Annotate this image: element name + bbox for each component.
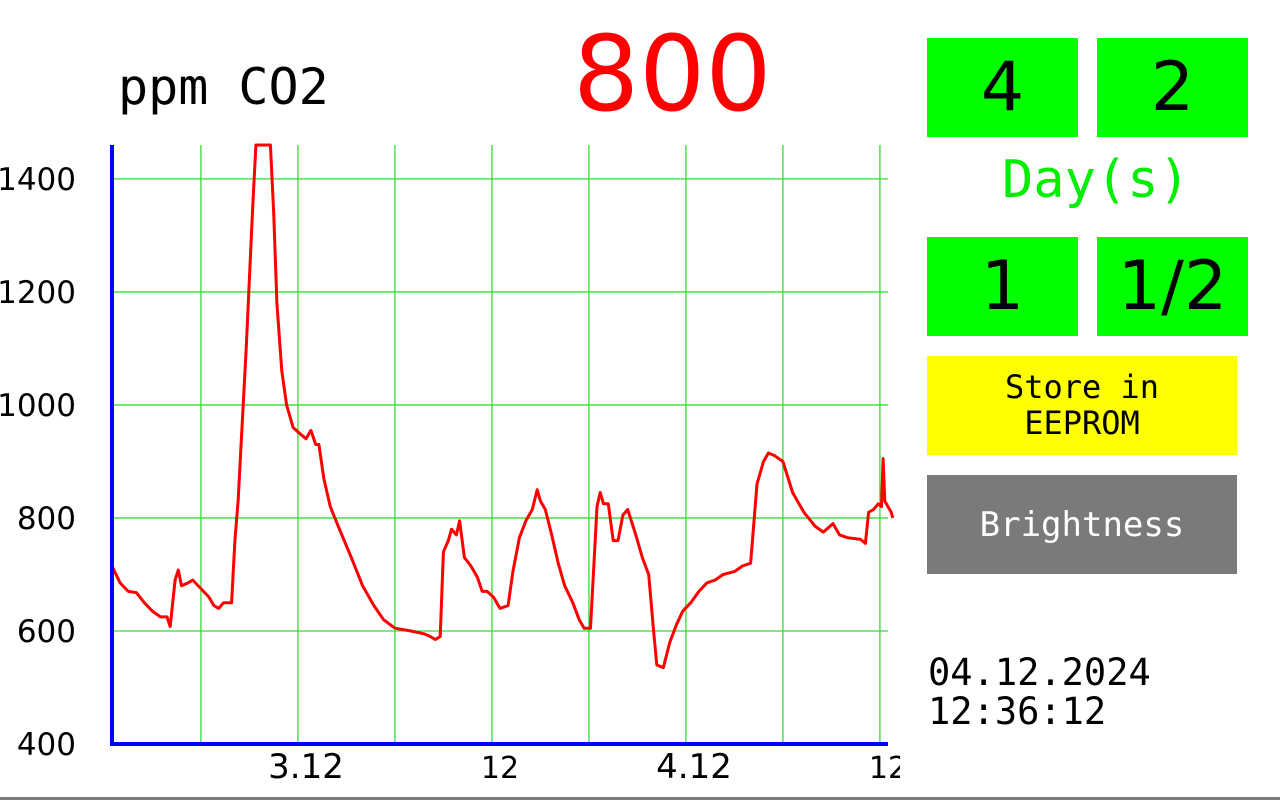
y-tick-label: 800 — [17, 501, 76, 537]
y-tick-label: 1400 — [0, 162, 76, 198]
chart-axes — [110, 145, 888, 746]
datetime-display: 04.12.2024 12:36:12 — [928, 651, 1151, 733]
co2-chart: 400 600 800 1000 1200 1400 3.12 12 4.12 12 — [0, 143, 900, 787]
days-label: Day(s) — [1002, 150, 1190, 210]
range-2-button[interactable]: 2 — [1097, 38, 1248, 137]
store-eeprom-button[interactable]: Store in EEPROM — [927, 356, 1237, 455]
store-label-line2: EEPROM — [1024, 403, 1140, 442]
range-half-button[interactable]: 1/2 — [1097, 237, 1248, 336]
chart-series — [110, 143, 895, 670]
x-tick-label: 12 — [869, 751, 900, 786]
bottom-divider — [0, 797, 1280, 800]
y-tick-label: 400 — [17, 727, 76, 763]
chart-tick-labels: 400 600 800 1000 1200 1400 3.12 12 4.12 12 — [0, 162, 900, 787]
range-4-button[interactable]: 4 — [927, 38, 1078, 137]
store-label-line1: Store in — [1004, 368, 1160, 407]
x-tick-label: 4.12 — [656, 747, 732, 787]
co2-series-line — [110, 143, 895, 670]
y-tick-label: 600 — [17, 614, 76, 650]
y-tick-label: 1200 — [0, 275, 76, 311]
time-text: 12:36:12 — [928, 689, 1107, 733]
x-tick-label: 3.12 — [268, 747, 344, 787]
brightness-button[interactable]: Brightness — [927, 475, 1237, 574]
unit-label: ppm CO2 — [118, 58, 329, 116]
date-text: 04.12.2024 — [928, 651, 1151, 694]
range-1-button[interactable]: 1 — [927, 237, 1078, 336]
y-tick-label: 1000 — [0, 388, 76, 424]
chart-grid — [112, 145, 888, 744]
current-co2-value: 800 — [573, 13, 772, 135]
x-tick-label: 12 — [481, 751, 519, 786]
